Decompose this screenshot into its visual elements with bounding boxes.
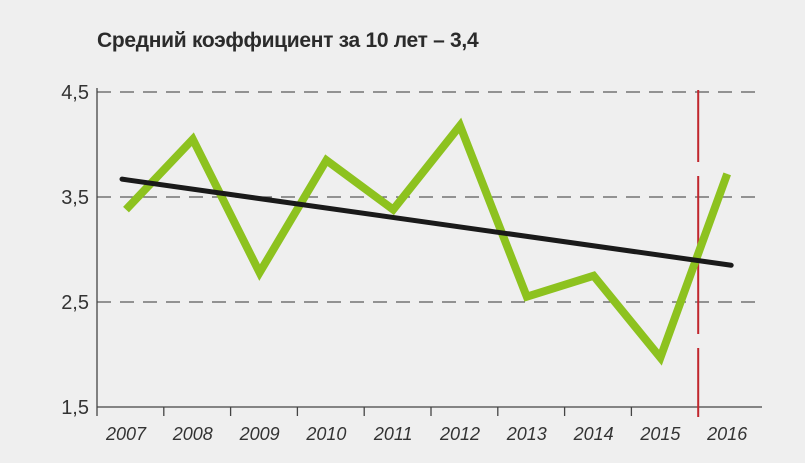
- trend-line: [119, 176, 734, 268]
- y-tick-label: 1,5: [61, 397, 89, 419]
- y-tick-label: 2,5: [61, 292, 89, 314]
- y-tick-label: 4,5: [61, 82, 89, 104]
- x-tick-label: 2014: [573, 424, 614, 444]
- x-tick-label: 2011: [373, 424, 413, 444]
- x-tick-label: 2008: [172, 424, 213, 444]
- x-tick-label: 2009: [239, 424, 280, 444]
- x-tick-label: 2013: [506, 424, 547, 444]
- x-tick-label: 2007: [105, 424, 147, 444]
- x-tick-label: 2015: [639, 424, 681, 444]
- series-line: [123, 117, 731, 366]
- x-tick-label: 2012: [439, 424, 480, 444]
- x-tick-label: 2016: [706, 424, 748, 444]
- x-tick-label: 2010: [305, 424, 346, 444]
- chart-title: Средний коэффициент за 10 лет – 3,4: [97, 29, 479, 52]
- y-tick-label: 3,5: [61, 187, 89, 209]
